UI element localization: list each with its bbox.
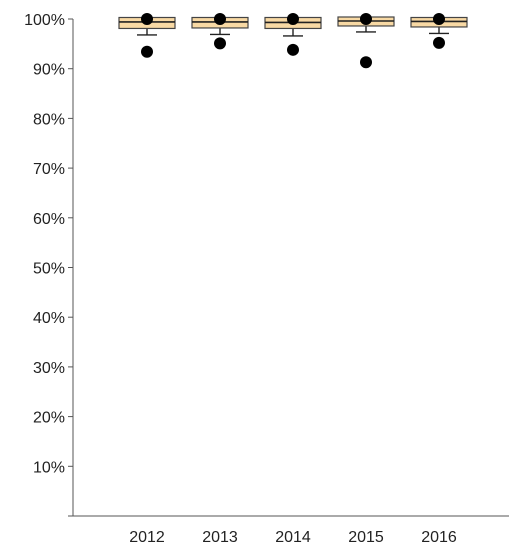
- outlier-point: [214, 13, 226, 25]
- x-tick-label: 2012: [129, 529, 165, 544]
- outlier-point: [214, 37, 226, 50]
- x-tick-label: 2013: [202, 529, 238, 544]
- y-tick-label: 80%: [33, 111, 65, 128]
- y-tick-label: 30%: [33, 360, 65, 377]
- box-group: [337, 13, 395, 69]
- x-tick-label: 2014: [275, 529, 311, 544]
- outlier-point: [433, 13, 445, 25]
- y-tick-label: 20%: [33, 410, 65, 427]
- outlier-point: [141, 45, 153, 58]
- box-group: [118, 13, 176, 58]
- y-tick-label: 60%: [33, 211, 65, 228]
- x-tick-label: 2015: [348, 529, 384, 544]
- outlier-point: [287, 43, 299, 56]
- box-group: [264, 13, 322, 56]
- box-group: [191, 13, 249, 50]
- x-axis: 2012 2013 2014 2015 2016: [73, 515, 509, 544]
- y-tick-label: 50%: [33, 261, 65, 278]
- outlier-point: [141, 13, 153, 25]
- y-tick-label: 70%: [33, 161, 65, 178]
- outlier-point: [360, 13, 372, 25]
- y-tick-label: 90%: [33, 62, 65, 79]
- x-tick-label: 2016: [421, 529, 457, 544]
- outlier-point: [287, 13, 299, 25]
- y-axis: 100% 90% 80% 70% 60% 50% 40% 30% 20% 10%: [24, 12, 74, 517]
- y-tick-label: 100%: [24, 12, 65, 29]
- outlier-point: [433, 36, 445, 49]
- y-tick-label: 10%: [33, 459, 65, 476]
- plot-area: [118, 13, 468, 69]
- y-tick-label: 40%: [33, 310, 65, 327]
- outlier-point: [360, 56, 372, 69]
- box-group: [410, 13, 468, 49]
